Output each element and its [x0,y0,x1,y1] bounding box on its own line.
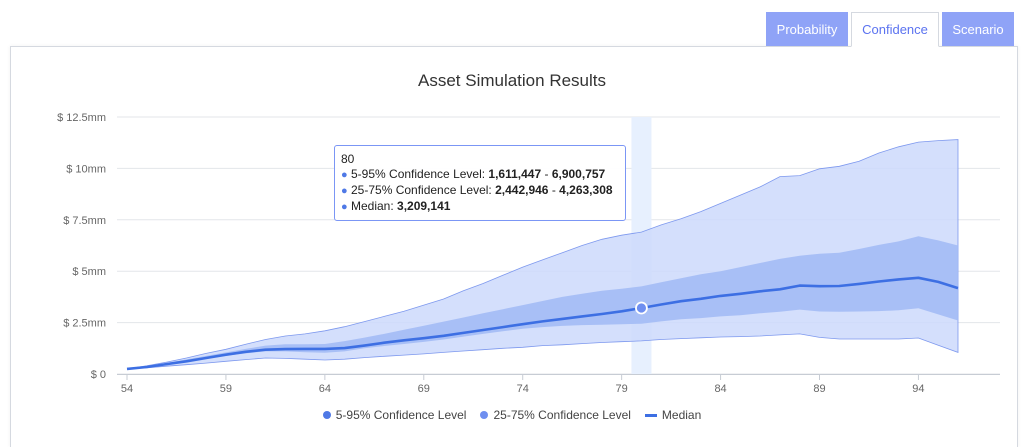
x-tick-label: 54 [121,383,133,395]
tooltip-value: 2,442,946 [495,183,549,197]
series-dot-icon: ● [341,185,348,197]
tooltip-value: 1,611,447 [488,167,542,181]
tooltip-row-5-95: ● 5-95% Confidence Level: 1,611,447 - 6,… [341,167,619,183]
axis-layer: $ 0 $ 2.5mm $ 5mm $ 7.5mm $ 10mm $ 12.5mm 54 59… [57,112,1000,395]
legend-label: 25-75% Confidence Level [493,408,631,422]
x-tick-label: 89 [813,383,825,395]
legend-item-25-75[interactable]: 25-75% Confidence Level [480,408,631,422]
view-tabs: Probability Confidence Scenario [766,12,1014,47]
tooltip-header: 80 [341,152,355,166]
legend-dot-icon [322,411,331,419]
tab-probability[interactable]: Probability [766,12,848,46]
legend-item-5-95[interactable]: 5-95% Confidence Level [322,408,467,422]
median-line [126,276,959,371]
x-tick-label: 79 [616,383,628,395]
tooltip-value: 3,209,141 [397,199,451,213]
series-dot-icon: ● [341,169,348,181]
band-25-75 [127,236,958,369]
y-tick-label: $ 2.5mm [63,318,106,330]
chart-tooltip: 80 ● 5-95% Confidence Level: 1,611,447 -… [334,145,626,221]
series-layer [126,139,959,371]
tooltip-value: 6,900,757 [551,167,606,181]
y-tick-label: $ 7.5mm [63,215,106,227]
x-tick-label: 64 [319,383,331,395]
legend-item-median[interactable]: Median [644,408,702,422]
tooltip-value: 4,263,308 [559,183,613,197]
legend-dot-icon [480,411,489,419]
tooltip-label: Median: [351,199,398,213]
y-tick-label: $ 12.5mm [57,112,106,124]
series-dot-icon: ● [341,201,348,213]
x-tick-label: 74 [517,383,529,395]
x-tick-label: 69 [418,383,430,395]
tooltip-separator: - [541,167,552,181]
y-tick-label: $ 0 [91,369,106,381]
legend-line-icon [644,413,657,417]
x-tick-label: 84 [714,383,726,395]
chart-title: Asset Simulation Results [418,71,606,90]
tooltip-row-25-75: ● 25-75% Confidence Level: 2,442,946 - 4… [341,183,619,199]
legend-label: 5-95% Confidence Level [335,408,467,422]
x-tick-label: 94 [912,383,924,395]
median-highlight-point [635,301,648,315]
chart-legend: 5-95% Confidence Level 25-75% Confidence… [0,408,1024,422]
tooltip-label: 5-95% Confidence Level: [351,167,489,181]
legend-label: Median [661,408,702,422]
tab-confidence[interactable]: Confidence [851,12,939,47]
y-tick-label: $ 10mm [66,163,106,175]
tooltip-label: 25-75% Confidence Level: [351,183,496,197]
tooltip-row-median: ● Median: 3,209,141 [341,199,619,215]
tooltip-separator: - [548,183,560,197]
x-tick-label: 59 [220,383,232,395]
y-tick-label: $ 5mm [72,266,106,278]
tab-scenario[interactable]: Scenario [942,12,1014,46]
